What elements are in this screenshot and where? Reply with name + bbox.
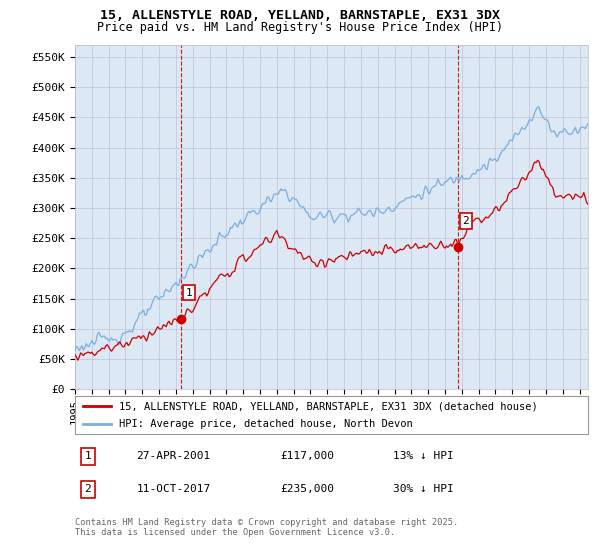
Text: Contains HM Land Registry data © Crown copyright and database right 2025.
This d: Contains HM Land Registry data © Crown c… (75, 518, 458, 538)
Text: 15, ALLENSTYLE ROAD, YELLAND, BARNSTAPLE, EX31 3DX (detached house): 15, ALLENSTYLE ROAD, YELLAND, BARNSTAPLE… (119, 401, 538, 411)
Text: 2: 2 (463, 216, 469, 226)
Text: 13% ↓ HPI: 13% ↓ HPI (393, 451, 454, 461)
Text: 15, ALLENSTYLE ROAD, YELLAND, BARNSTAPLE, EX31 3DX: 15, ALLENSTYLE ROAD, YELLAND, BARNSTAPLE… (100, 9, 500, 22)
Text: 1: 1 (185, 287, 192, 297)
Text: 27-APR-2001: 27-APR-2001 (137, 451, 211, 461)
Text: HPI: Average price, detached house, North Devon: HPI: Average price, detached house, Nort… (119, 419, 412, 429)
Text: £235,000: £235,000 (280, 484, 334, 494)
Text: 30% ↓ HPI: 30% ↓ HPI (393, 484, 454, 494)
Text: 11-OCT-2017: 11-OCT-2017 (137, 484, 211, 494)
Text: £117,000: £117,000 (280, 451, 334, 461)
Text: Price paid vs. HM Land Registry's House Price Index (HPI): Price paid vs. HM Land Registry's House … (97, 21, 503, 34)
Text: 1: 1 (85, 451, 91, 461)
Text: 2: 2 (85, 484, 91, 494)
